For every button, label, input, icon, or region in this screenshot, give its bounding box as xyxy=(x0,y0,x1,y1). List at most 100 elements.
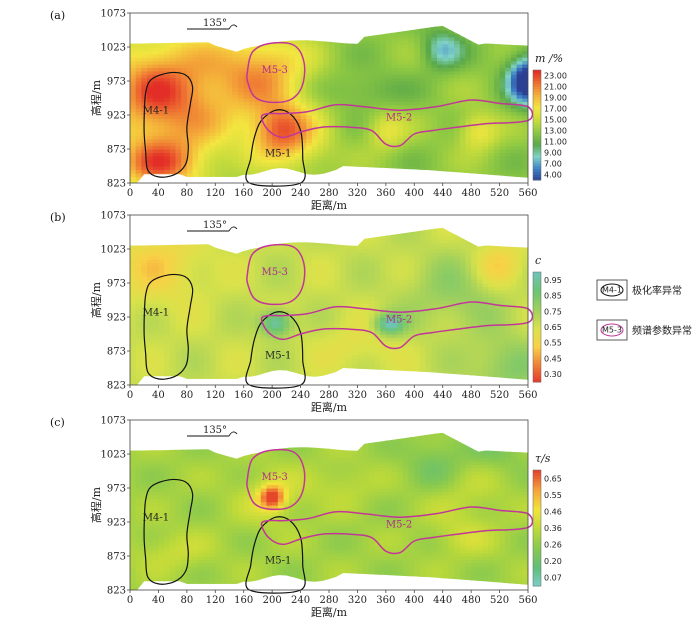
heat-cell xyxy=(243,36,250,41)
heat-cell xyxy=(135,238,142,243)
heat-cell xyxy=(220,364,228,369)
heat-cell xyxy=(425,67,432,72)
heat-cell xyxy=(408,53,415,58)
heat-cell xyxy=(249,357,256,362)
heat-cell xyxy=(215,36,222,41)
heat-cell xyxy=(283,118,290,123)
heat-cell xyxy=(385,162,393,167)
heat-cell xyxy=(198,101,205,106)
heat-cell xyxy=(181,20,187,24)
heat-cell xyxy=(272,255,279,260)
heat-cell xyxy=(169,169,177,174)
heat-cell xyxy=(419,118,427,123)
heat-cell xyxy=(329,91,336,96)
heat-cell xyxy=(402,33,410,38)
heat-cell xyxy=(220,378,228,383)
heat-cell xyxy=(476,57,484,62)
heat-cell xyxy=(482,135,489,140)
heat-cell xyxy=(334,135,341,140)
heat-cell xyxy=(158,125,165,130)
heat-cell xyxy=(391,67,398,72)
heat-cell xyxy=(459,84,467,89)
heat-cell xyxy=(192,104,199,109)
heat-cell xyxy=(488,135,495,140)
heat-cell xyxy=(203,84,211,89)
colorbar-swatch xyxy=(533,75,541,79)
heat-cell xyxy=(164,60,171,65)
heat-cell xyxy=(522,67,528,72)
heat-cell xyxy=(209,81,216,85)
heat-cell xyxy=(465,118,472,123)
heat-cell xyxy=(147,323,154,328)
heat-cell xyxy=(135,108,142,113)
heat-cell xyxy=(141,378,148,383)
heat-cell xyxy=(294,155,302,160)
heat-cell xyxy=(385,115,393,119)
heat-cell xyxy=(340,152,347,157)
x-tick-label: 360 xyxy=(376,188,395,199)
heat-cell xyxy=(203,104,211,109)
heat-cell xyxy=(266,344,273,349)
heat-cell xyxy=(465,111,472,116)
heat-cell xyxy=(141,40,148,45)
heat-cell xyxy=(141,354,148,359)
heat-cell xyxy=(516,101,523,106)
heat-cell xyxy=(243,121,250,126)
heat-cell xyxy=(323,111,330,116)
heat-cell xyxy=(255,33,262,38)
heat-cell xyxy=(141,70,148,75)
heat-cell xyxy=(135,259,142,264)
heat-cell xyxy=(169,269,177,274)
heat-cell xyxy=(158,232,165,236)
heat-cell xyxy=(220,269,228,274)
heat-cell xyxy=(243,145,250,150)
heat-cell xyxy=(136,20,142,24)
heat-cell xyxy=(232,340,239,345)
heat-cell xyxy=(283,354,290,359)
heat-cell xyxy=(277,279,285,284)
heat-cell xyxy=(323,159,330,164)
heat-cell xyxy=(169,57,177,62)
heat-cell xyxy=(141,13,147,17)
heat-cell xyxy=(397,149,404,153)
heat-cell xyxy=(153,215,159,219)
heat-cell xyxy=(186,340,194,345)
heat-cell xyxy=(351,91,359,96)
heat-cell xyxy=(260,64,268,68)
heat-cell xyxy=(209,266,216,270)
heat-cell xyxy=(164,320,171,325)
heat-cell xyxy=(198,269,205,274)
heat-cell xyxy=(135,70,142,75)
heat-cell xyxy=(164,347,171,352)
heat-cell xyxy=(215,43,222,48)
heat-cell xyxy=(289,91,296,96)
heat-cell xyxy=(272,227,279,230)
heat-cell xyxy=(408,43,415,48)
heat-cell xyxy=(505,118,512,123)
heat-cell xyxy=(442,64,449,68)
heat-cell xyxy=(277,53,285,58)
heat-cell xyxy=(164,310,171,315)
heat-cell xyxy=(203,152,211,157)
heat-cell xyxy=(147,57,154,62)
heat-cell xyxy=(215,162,222,167)
heat-cell xyxy=(357,138,364,143)
heat-cell xyxy=(198,368,205,372)
heat-cell xyxy=(198,145,205,150)
heat-cell xyxy=(471,25,478,28)
heat-cell xyxy=(260,47,268,51)
heat-cell xyxy=(226,238,233,243)
heat-cell xyxy=(522,91,528,96)
heat-cell xyxy=(329,40,336,45)
heat-cell xyxy=(186,142,194,147)
heat-cell xyxy=(220,60,228,65)
heat-cell xyxy=(437,33,444,38)
heat-cell xyxy=(482,81,489,85)
heat-cell xyxy=(448,13,454,17)
heat-cell xyxy=(437,87,444,92)
heat-cell xyxy=(346,159,353,164)
heat-cell xyxy=(277,33,285,38)
heat-cell xyxy=(135,327,142,332)
heat-cell xyxy=(169,118,177,123)
heat-cell xyxy=(414,149,421,153)
